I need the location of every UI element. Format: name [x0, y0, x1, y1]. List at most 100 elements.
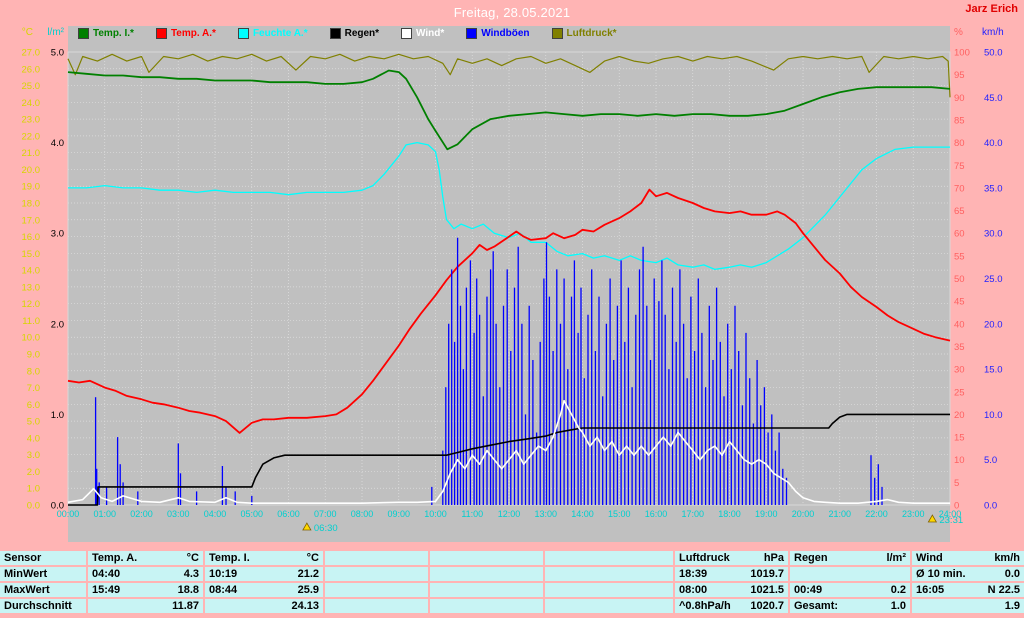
svg-text:13:00: 13:00	[534, 509, 557, 519]
svg-text:17.0: 17.0	[22, 215, 41, 226]
svg-text:05:00: 05:00	[240, 509, 263, 519]
legend-label: Feuchte A.*	[252, 28, 308, 39]
svg-text:5.0: 5.0	[51, 48, 64, 59]
svg-text:3.0: 3.0	[27, 450, 40, 461]
legend-item-wind: Wind*	[401, 28, 444, 39]
svg-text:km/h: km/h	[982, 27, 1004, 38]
cell-value: °C	[306, 552, 319, 564]
svg-text:17:00: 17:00	[681, 509, 704, 519]
table-cell-temp_a: 15:49 18.8	[88, 583, 203, 597]
legend-swatch	[466, 28, 478, 39]
cell-value: 0.0	[1004, 568, 1020, 580]
svg-text:40: 40	[954, 319, 965, 330]
svg-text:22.0: 22.0	[22, 131, 41, 142]
svg-text:23:31: 23:31	[939, 515, 963, 526]
svg-text:15.0: 15.0	[22, 249, 41, 260]
svg-text:0.0: 0.0	[984, 501, 997, 512]
legend-label: Temp. I.*	[93, 28, 134, 39]
table-row-label: Sensor	[0, 551, 86, 565]
sun-markers: 06:30 23:31	[302, 514, 963, 534]
svg-text:2.0: 2.0	[51, 319, 64, 330]
cell-time: ^0.8hPa/h	[679, 600, 731, 612]
svg-text:24:00: 24:00	[939, 509, 962, 519]
station-name: Jarz Erich	[965, 3, 1018, 15]
table-cell-spacer	[325, 567, 428, 581]
table-cell-temp_a: Temp. A. °C	[88, 551, 203, 565]
svg-text:45: 45	[954, 297, 965, 308]
svg-text:01:00: 01:00	[93, 509, 116, 519]
svg-text:50.0: 50.0	[984, 48, 1003, 59]
svg-text:5: 5	[954, 478, 959, 489]
y-axis-rain: 0.0 1.0 2.0 3.0 4.0 5.0	[51, 48, 64, 512]
table-row-label: MinWert	[0, 567, 86, 581]
axis-unit-headers: °C l/m²% km/h	[22, 27, 1004, 38]
svg-text:10:00: 10:00	[424, 509, 447, 519]
cell-value: 18.8	[177, 584, 199, 596]
svg-text:25: 25	[954, 387, 965, 398]
svg-text:45.0: 45.0	[984, 93, 1003, 104]
series-temp_a	[67, 188, 951, 434]
svg-text:18:00: 18:00	[718, 509, 741, 519]
svg-text:9.0: 9.0	[27, 350, 40, 361]
cell-time: Temp. A.	[92, 552, 138, 564]
svg-text:1.0: 1.0	[51, 410, 64, 421]
grid-lines	[67, 51, 951, 506]
svg-text:0: 0	[954, 501, 959, 512]
cell-time: 15:49	[92, 584, 121, 596]
cell-time: Luftdruck	[679, 552, 730, 564]
cell-value: l/m²	[886, 552, 906, 564]
svg-text:5.0: 5.0	[27, 417, 40, 428]
cell-value: 11.87	[172, 600, 199, 612]
table-cell-luftdruck: 18:39 1019.7	[675, 567, 788, 581]
svg-text:80: 80	[954, 138, 965, 149]
legend-item-temp_a: Temp. A.*	[155, 28, 216, 39]
weather-chart[interactable]: 0.0 1.0 2.0 3.0 4.0 5.0 6.0 7.0 8.0 9.0 10.0 11.0 12…	[0, 0, 1024, 548]
legend: Temp. I.* Temp. A.* Feuchte A.* Regen* Wind*…	[78, 28, 617, 39]
svg-text:95: 95	[954, 70, 965, 81]
cell-time: 08:44	[209, 584, 238, 596]
svg-text:%: %	[954, 27, 963, 38]
svg-text:25.0: 25.0	[22, 81, 41, 92]
svg-text:13.0: 13.0	[22, 282, 41, 293]
svg-text:100: 100	[954, 48, 970, 59]
svg-text:24.0: 24.0	[22, 98, 41, 109]
svg-text:15:00: 15:00	[608, 509, 631, 519]
cell-time: 04:40	[92, 568, 121, 580]
table-cell-luftdruck: 08:00 1021.5	[675, 583, 788, 597]
table-cell-luftdruck: ^0.8hPa/h 1020.7	[675, 599, 788, 613]
summary-table: Sensor Temp. A. °C Temp. I. °C Luftdruck hPa Re…	[0, 551, 1024, 613]
legend-swatch	[401, 28, 413, 39]
table-cell-wind: Ø 10 min. 0.0	[912, 567, 1024, 581]
sun-marker-icon	[927, 514, 938, 523]
legend-swatch	[551, 28, 563, 39]
table-row-label: Durchschnitt	[0, 599, 86, 613]
svg-text:20: 20	[954, 410, 965, 421]
table-cell-spacer	[325, 583, 428, 597]
legend-label: Wind*	[416, 28, 445, 39]
cell-value: 1.0	[890, 600, 906, 612]
svg-text:1.0: 1.0	[27, 484, 40, 495]
svg-text:8.0: 8.0	[27, 366, 40, 377]
svg-text:14:00: 14:00	[571, 509, 594, 519]
cell-value: 21.2	[297, 568, 319, 580]
svg-text:2.0: 2.0	[27, 467, 40, 478]
table-cell-luftdruck: Luftdruck hPa	[675, 551, 788, 565]
svg-text:6.0: 6.0	[27, 400, 40, 411]
svg-text:60: 60	[954, 229, 965, 240]
svg-text:l/m²: l/m²	[47, 27, 64, 38]
table-cell-spacer	[325, 599, 428, 613]
svg-text:30: 30	[954, 365, 965, 376]
svg-text:65: 65	[954, 206, 965, 217]
cell-value: N 22.5	[987, 584, 1020, 596]
cell-value: hPa	[763, 552, 784, 564]
table-cell-spacer	[545, 599, 673, 613]
table-cell-regen: Gesamt: 1.0	[790, 599, 910, 613]
svg-text:21:00: 21:00	[828, 509, 851, 519]
svg-text:23.0: 23.0	[22, 115, 41, 126]
svg-text:03:00: 03:00	[167, 509, 190, 519]
svg-text:3.0: 3.0	[51, 229, 64, 240]
series-windboeen	[94, 237, 883, 505]
svg-text:15.0: 15.0	[984, 365, 1003, 376]
table-cell-regen: 00:49 0.2	[790, 583, 910, 597]
